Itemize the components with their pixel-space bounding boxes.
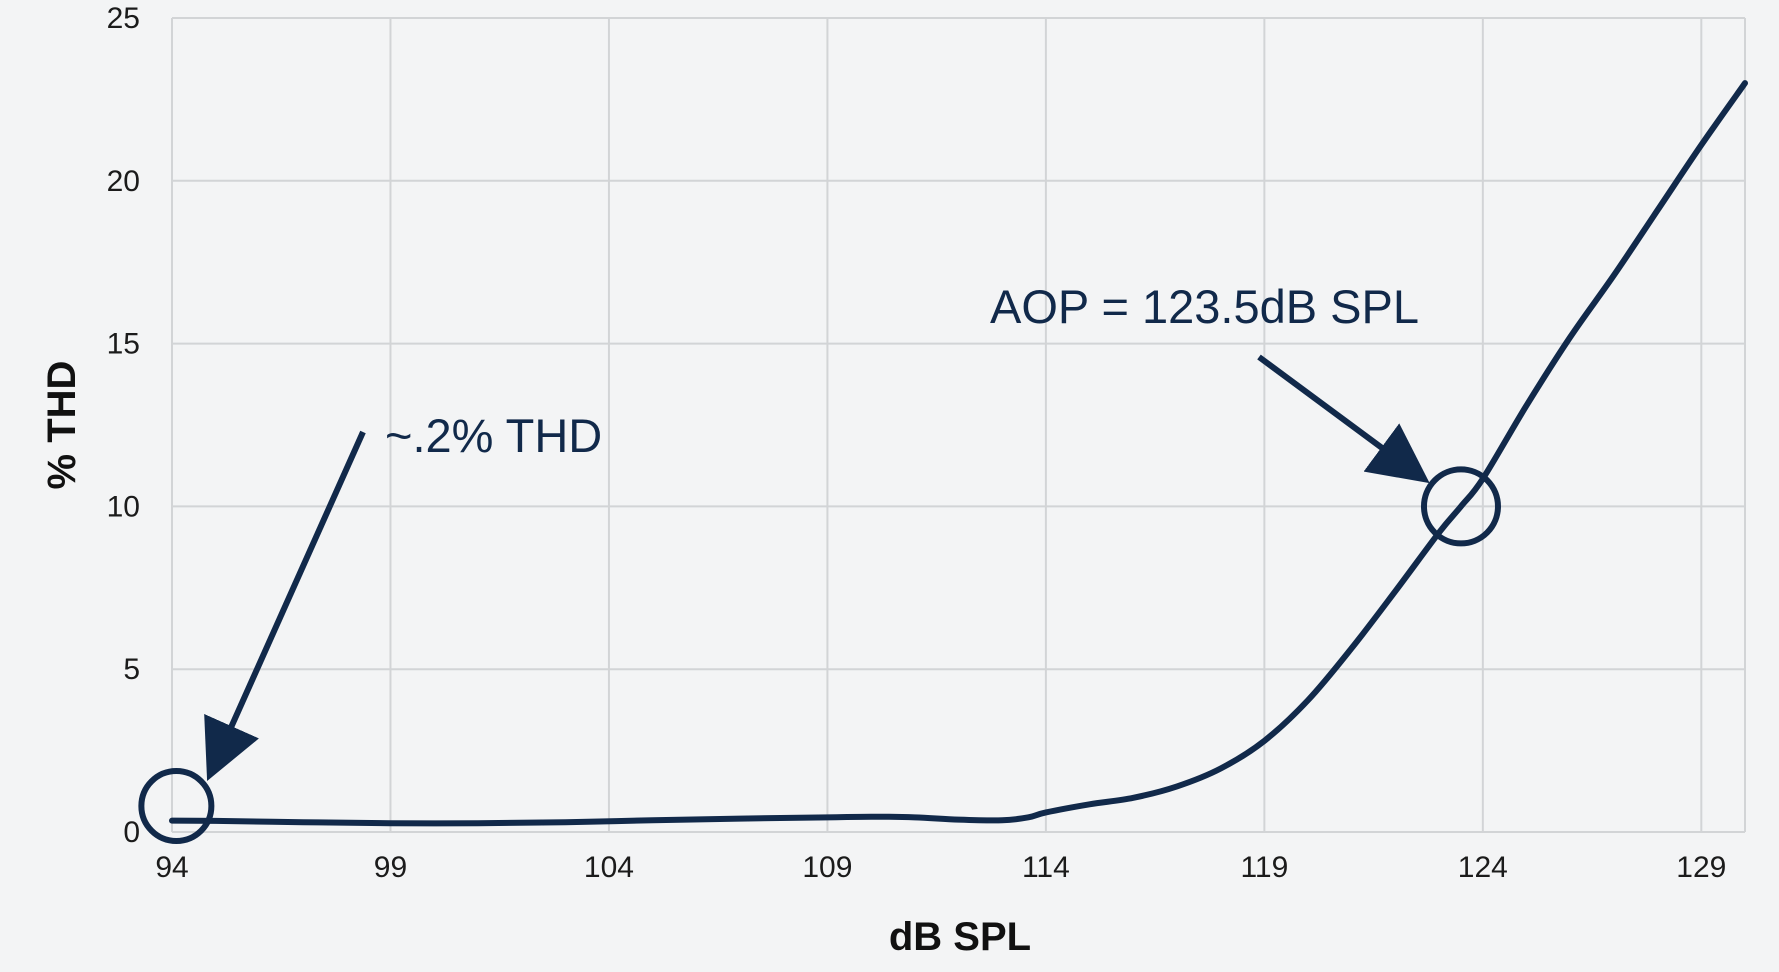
- x-axis-title: dB SPL: [889, 915, 1031, 959]
- y-tick-label: 20: [107, 165, 140, 198]
- low-thd-annotation-text: ~.2% THD: [385, 409, 602, 462]
- x-tick-label: 94: [155, 851, 188, 884]
- x-tick-label: 124: [1458, 851, 1508, 884]
- tick-label-layer: 94 99 104 109 114 119 124 129 0 5 10 15 20 25: [107, 2, 1727, 884]
- y-tick-label: 10: [107, 490, 140, 523]
- aop-marker-circle: [1420, 466, 1501, 547]
- x-tick-label: 114: [1022, 851, 1070, 884]
- aop-annotation-text: AOP = 123.5dB SPL: [990, 280, 1419, 333]
- low-thd-marker-circle: [138, 767, 215, 844]
- x-tick-label: 109: [802, 851, 852, 884]
- x-tick-label: 129: [1676, 851, 1726, 884]
- series-layer: [169, 80, 1748, 827]
- x-tick-label: 99: [374, 851, 407, 884]
- annotation-layer: ~.2% THD AOP = 123.5dB SPL: [138, 280, 1501, 844]
- y-tick-label: 5: [123, 653, 140, 686]
- x-tick-label: 119: [1240, 851, 1288, 884]
- y-axis-title: % THD: [40, 361, 84, 490]
- x-tick-label: 104: [584, 851, 634, 884]
- aop-arrow: [1257, 354, 1430, 484]
- y-tick-label: 25: [107, 2, 140, 35]
- y-tick-label: 0: [123, 816, 140, 849]
- thd-series-line: [169, 80, 1748, 827]
- low-thd-arrow: [204, 430, 366, 781]
- grid-layer: [171, 17, 1746, 833]
- y-tick-label: 15: [107, 328, 140, 361]
